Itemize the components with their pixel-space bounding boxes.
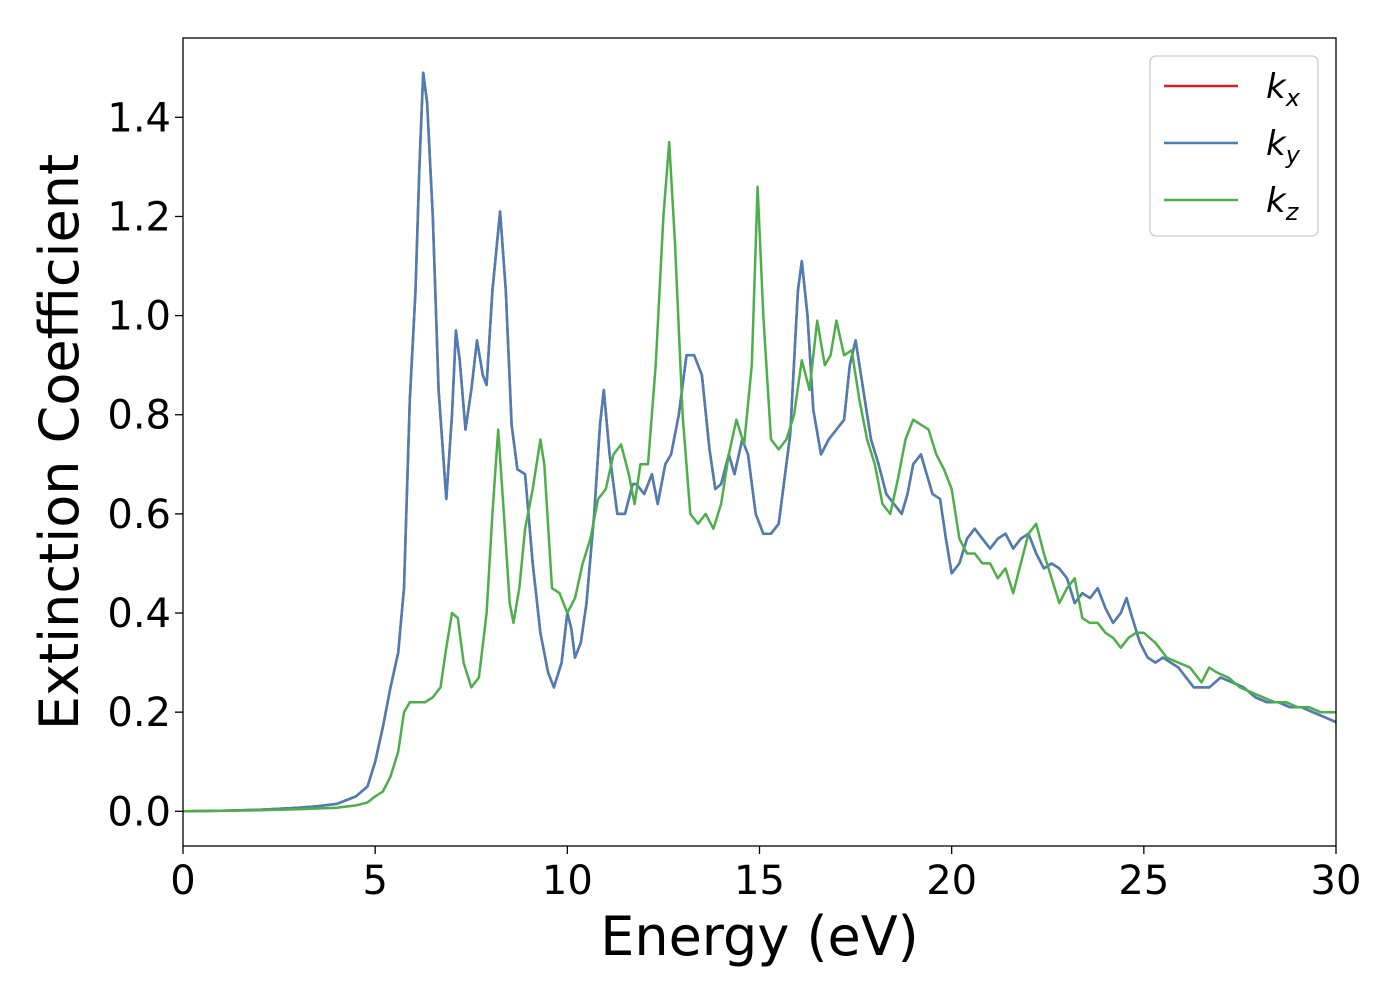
y-tick-label: 0.8	[107, 393, 171, 439]
y-axis-ticks: 0.0 0.2 0.4 0.6 0.8 1.0 1.2 1.4	[107, 95, 183, 835]
x-tick-label: 30	[1311, 858, 1362, 904]
y-tick-label: 0.2	[107, 690, 171, 736]
series-line-z	[183, 140, 1336, 813]
y-tick-label: 1.4	[107, 95, 171, 141]
x-tick-label: 15	[734, 858, 785, 904]
y-tick-label: 1.0	[107, 294, 171, 340]
legend-label-z: kz	[1266, 181, 1300, 226]
y-tick-label: 1.2	[107, 194, 171, 240]
legend: kx ky kz	[1149, 55, 1319, 237]
y-axis-label: Extinction Coefficient	[28, 154, 91, 730]
legend-label-x: kx	[1266, 67, 1301, 112]
x-tick-label: 25	[1118, 858, 1169, 904]
x-axis-ticks: 0 5 10 15 20 25 30	[170, 846, 1361, 904]
series-layer	[183, 71, 1336, 813]
x-axis-label: Energy (eV)	[600, 905, 919, 968]
x-tick-label: 0	[170, 858, 195, 904]
legend-box	[1149, 55, 1319, 237]
x-tick-label: 5	[362, 858, 387, 904]
series-line-y	[183, 71, 1336, 813]
legend-label-y: ky	[1266, 124, 1301, 169]
y-tick-label: 0.4	[107, 591, 171, 637]
x-tick-label: 10	[542, 858, 593, 904]
x-tick-label: 20	[926, 858, 977, 904]
y-tick-label: 0.0	[107, 789, 171, 835]
y-tick-label: 0.6	[107, 492, 171, 538]
